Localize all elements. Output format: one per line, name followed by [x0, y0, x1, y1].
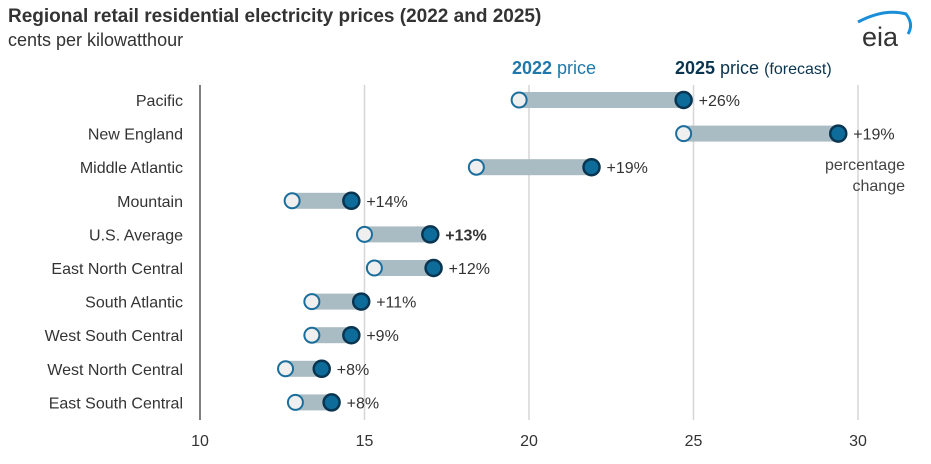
percentage-change-note: percentage — [825, 157, 905, 174]
point-2025 — [342, 191, 361, 211]
point-2025 — [582, 157, 601, 177]
point-2022 — [283, 192, 301, 210]
point-2022 — [467, 158, 485, 176]
percent-change-label: +26% — [699, 93, 740, 110]
percent-change-label: +8% — [337, 362, 369, 379]
range-bar — [519, 92, 684, 108]
percent-change-label: +13% — [445, 227, 486, 244]
point-2022 — [356, 225, 373, 243]
point-2025 — [829, 124, 848, 143]
point-2025 — [322, 393, 341, 412]
point-2022 — [286, 393, 304, 411]
legend-2022-price: 2022 price — [512, 58, 596, 78]
eia-logo-arc — [857, 10, 913, 35]
range-bar — [295, 394, 332, 411]
percent-change-label: +8% — [347, 395, 379, 412]
point-2025 — [351, 292, 371, 311]
range-bar — [374, 260, 434, 276]
eia-logo: eia — [862, 22, 899, 52]
percent-change-label: +19% — [853, 127, 894, 144]
legend-2025-price: 2025 price (forecast) — [675, 58, 832, 78]
point-2022 — [303, 326, 321, 344]
category-label: East North Central — [51, 261, 183, 278]
range-bar — [311, 327, 352, 344]
range-bar — [292, 192, 352, 209]
point-2022 — [365, 259, 383, 277]
point-2022 — [675, 125, 693, 143]
chart-subtitle: cents per kilowatthour — [8, 30, 184, 50]
range-bar — [311, 293, 362, 310]
category-label: Pacific — [136, 93, 183, 110]
x-tick-label: 25 — [685, 433, 703, 450]
point-2022 — [277, 360, 295, 378]
x-tick-label: 30 — [849, 433, 867, 450]
category-label: East South Central — [49, 395, 183, 412]
point-2025 — [312, 359, 331, 379]
point-2025 — [424, 258, 443, 278]
percentage-change-note: change — [853, 178, 906, 195]
percent-change-label: +12% — [449, 261, 490, 278]
category-label: New England — [88, 127, 183, 144]
percent-change-label: +11% — [376, 295, 416, 312]
point-2022 — [510, 91, 528, 109]
category-label: West North Central — [47, 362, 183, 379]
category-label: Middle Atlantic — [80, 160, 183, 177]
point-2025 — [421, 225, 440, 244]
range-bar — [364, 226, 431, 243]
category-label: Mountain — [117, 194, 183, 211]
chart-title: Regional retail residential electricity … — [8, 6, 542, 27]
category-label: South Atlantic — [85, 295, 183, 312]
range-bar — [285, 360, 322, 377]
point-2025 — [674, 90, 693, 110]
percent-change-label: +14% — [366, 194, 407, 211]
category-label: West South Central — [45, 328, 183, 345]
percent-change-label: +19% — [607, 160, 648, 177]
x-tick-label: 20 — [520, 433, 538, 450]
x-tick-label: 15 — [356, 433, 374, 450]
point-2022 — [303, 293, 321, 311]
range-bar — [683, 125, 839, 142]
category-label: U.S. Average — [89, 227, 183, 244]
percent-change-label: +9% — [366, 328, 398, 345]
point-2025 — [342, 325, 361, 345]
x-tick-label: 10 — [191, 433, 209, 450]
range-bar — [476, 159, 592, 176]
